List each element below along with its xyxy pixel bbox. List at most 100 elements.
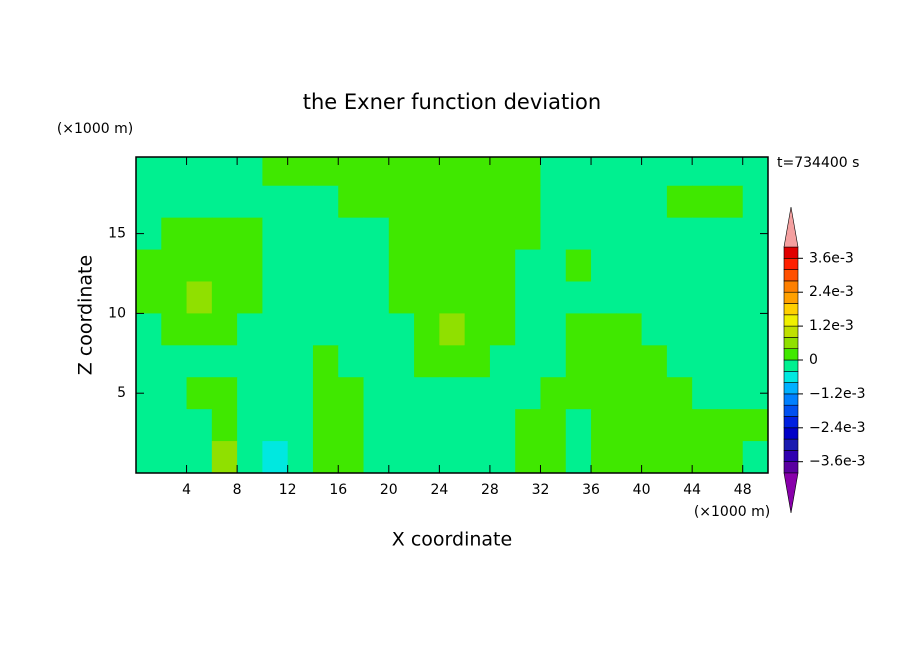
contour-cell [161,281,188,315]
contour-cell [161,409,188,442]
contour-cell [338,185,365,219]
contour-cell [388,313,415,346]
contour-cell [136,249,162,283]
contour-cell [312,409,339,442]
contour-cell [312,441,339,473]
contour-cell [237,281,263,315]
x-tick-label: 36 [582,482,600,498]
contour-cell [540,249,567,283]
contour-cell [312,345,339,378]
contour-cell [616,441,643,473]
contour-cell [388,217,415,251]
contour-cell [262,377,289,410]
contour-cell [692,185,719,219]
contour-cell [489,157,516,187]
contour-cell [540,157,567,187]
contour-cell [692,441,719,473]
y-unit: (×1000 m) [57,121,133,137]
contour-cell [489,345,516,378]
contour-cell [439,281,466,315]
contour-cell [388,281,415,315]
contour-cell [616,313,643,346]
contour-cell [616,281,643,315]
colorbar-label: −3.6e-3 [809,454,866,470]
contour-cell [742,157,768,187]
contour-cell [363,185,390,219]
contour-cell [717,409,744,442]
contour-cell [464,157,491,187]
contour-cell [565,157,592,187]
contour-cell [363,281,390,315]
contour-cell [211,185,238,219]
colorbar-label: 3.6e-3 [809,250,854,266]
contour-cell [414,313,440,346]
contour-cell [616,249,643,283]
contour-cell [591,313,617,346]
contour-cell [388,185,415,219]
x-tick-label: 8 [233,482,242,498]
contour-cell [565,409,592,442]
contour-cell [692,409,719,442]
contour-cell [237,217,263,251]
contour-cell [641,313,668,346]
contour-cell [414,157,440,187]
contour-cell [363,249,390,283]
contour-cell [540,217,567,251]
contour-cell [540,281,567,315]
colorbar-band [783,404,799,417]
contour-cell [666,185,693,219]
contour-cell [161,441,188,473]
contour-cell [439,441,466,473]
contour-cell [338,281,365,315]
colorbar-band [783,370,799,383]
contour-cell [717,281,744,315]
contour-cell [338,157,365,187]
contour-cell [287,217,314,251]
x-tick-label: 4 [182,482,191,498]
contour-cell [591,345,617,378]
plot-frame [135,156,769,474]
contour-cell [262,217,289,251]
contour-cell [388,377,415,410]
contour-cell [211,377,238,410]
contour-cell [464,377,491,410]
colorbar-label: 1.2e-3 [809,318,854,334]
contour-cell [641,409,668,442]
contour-cell [161,249,188,283]
contour-cell [414,281,440,315]
contour-cell [464,409,491,442]
contour-cell [641,377,668,410]
contour-cell [489,409,516,442]
contour-cell [591,281,617,315]
contour-cell [692,249,719,283]
colorbar-label: 0 [809,352,818,368]
contour-cell [717,345,744,378]
contour-cell [565,313,592,346]
contour-cell [161,313,188,346]
contour-cell [211,249,238,283]
contour-cell [565,217,592,251]
colorbar-band [783,359,799,372]
contour-cell [262,281,289,315]
contour-cell [439,345,466,378]
contour-cell [616,157,643,187]
contour-cell [388,249,415,283]
contour-cell [136,157,162,187]
contour-cell [136,281,162,315]
x-axis-label: X coordinate [392,529,512,551]
contour-cell [186,157,213,187]
contour-cell [136,409,162,442]
y-axis-label: Z coordinate [75,255,97,375]
contour-cell [515,185,542,219]
contour-cell [641,185,668,219]
contour-cell [363,345,390,378]
x-tick-label: 12 [279,482,297,498]
contour-field [136,157,768,473]
contour-cell [136,313,162,346]
contour-cell [287,249,314,283]
contour-cell [717,249,744,283]
contour-cell [540,313,567,346]
contour-cell [742,185,768,219]
contour-cell [641,217,668,251]
